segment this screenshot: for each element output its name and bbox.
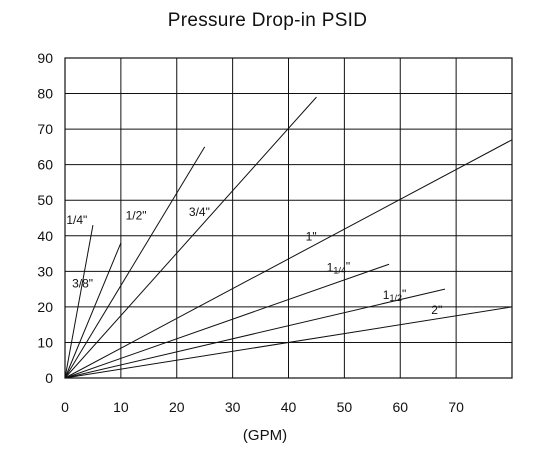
x-tick-label: 0 [61,399,69,415]
y-tick-label: 30 [37,263,53,279]
series-label: 1" [306,230,317,244]
series-label: 2" [431,303,442,317]
x-tick-label: 20 [169,399,185,415]
axes [64,57,513,379]
grid [65,58,512,378]
y-tick-label: 20 [37,299,53,315]
series-line [64,263,390,379]
x-tick-label: 30 [225,399,241,415]
x-tick-label: 50 [337,399,353,415]
series-labels: 1/4" 3/8" 1/2" 3/4" 1" 11/4" 11/2" 2" [66,205,442,317]
series-line [64,306,513,379]
y-tick-label: 0 [45,370,53,386]
chart-title: Pressure Drop-in PSID [167,10,368,31]
series-label: 11/2" [383,287,406,303]
series-label: 3/4" [189,205,210,219]
plot-frame [64,57,513,379]
x-tick-label: 60 [392,399,408,415]
tick-labels: 0 10 20 30 40 50 60 70 80 90 0 10 20 30 40 50 60 70 [37,50,464,415]
y-tick-label: 60 [37,157,53,173]
y-tick-label: 90 [37,50,53,66]
y-tick-label: 50 [37,192,53,208]
y-tick-label: 70 [37,121,53,137]
series-line [64,96,317,379]
y-tick-label: 80 [37,86,53,102]
series-line [64,242,122,379]
series-label: 1/4" [66,213,87,227]
x-tick-label: 40 [281,399,297,415]
series-label: 3/8" [72,276,93,290]
series-label: 1/2" [126,209,147,223]
series-line [64,139,513,379]
y-tick-label: 40 [37,228,53,244]
series-line [64,288,446,379]
series-label: 11/4" [327,260,350,276]
series-lines [64,96,513,379]
x-tick-label: 70 [448,399,464,415]
y-tick-label: 10 [37,334,53,350]
series-line [64,225,94,379]
x-tick-label: 10 [113,399,129,415]
series-line [64,146,206,379]
x-axis-label: (GPM) [243,427,287,444]
